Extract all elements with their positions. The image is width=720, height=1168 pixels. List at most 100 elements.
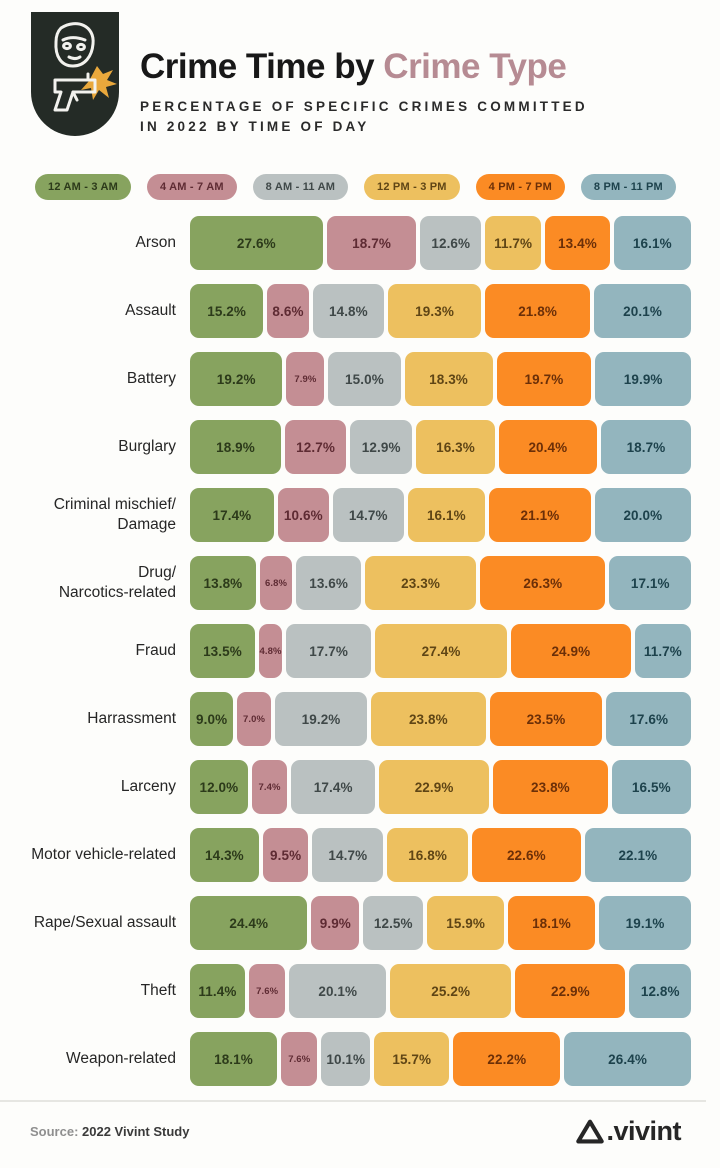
stacked-bar-chart: Arson 27.6% 18.7% 12.6% 11.7% 13.4% 16.1% Ass… [0,216,706,1086]
chart-row: Battery 19.2% 7.9% 15.0% 18.3% 19.7% 19.9% [0,352,706,406]
bar-segment: 16.8% [387,828,468,882]
bar-segment: 13.6% [296,556,362,610]
bar-segment: 22.2% [453,1032,561,1086]
chart-row: Weapon-related 18.1% 7.6% 10.1% 15.7% 22.2% 2… [0,1032,706,1086]
bar-segment: 22.9% [515,964,626,1018]
vivint-wordmark: .vivint [606,1116,681,1146]
bar-segment: 27.6% [190,216,323,270]
bar-segment: 19.7% [496,352,592,406]
bar-segment: 12.8% [629,964,692,1018]
bar-segment: 12.7% [285,420,347,474]
bar-segment: 14.3% [190,828,259,882]
bar-segment: 7.0% [237,692,271,746]
legend-pill: 4 PM - 7 PM [475,174,565,200]
row-bar: 27.6% 18.7% 12.6% 11.7% 13.4% 16.1% [190,216,691,270]
bar-segment: 19.2% [190,352,283,406]
legend-pill: 4 AM - 7 AM [146,174,237,200]
row-label: Rape/Sexual assault [33,913,176,931]
bar-segment: 15.7% [374,1032,450,1086]
bar-segment: 23.5% [489,692,603,746]
chart-row: Arson 27.6% 18.7% 12.6% 11.7% 13.4% 16.1% [0,216,706,270]
source-label: Source: [30,1124,79,1139]
chart-row: Motor vehicle-related 14.3% 9.5% 14.7% 16.8… [0,828,706,882]
bar-segment: 14.7% [332,488,404,542]
chart-row: Assault 15.2% 8.6% 14.8% 19.3% 21.8% 20.1% [0,284,706,338]
bar-segment: 13.8% [190,556,256,610]
bar-segment: 19.3% [388,284,482,338]
chart-row: Larceny 12.0% 7.4% 17.4% 22.9% 23.8% 16.5% [0,760,706,814]
row-bar: 18.1% 7.6% 10.1% 15.7% 22.2% 26.4% [190,1032,691,1086]
bar-segment: 18.1% [507,896,596,950]
row-bar: 17.4% 10.6% 14.7% 16.1% 21.1% 20.0% [190,488,691,542]
chart-row: Burglary 18.9% 12.7% 12.9% 16.3% 20.4% 18.7% [0,420,706,474]
bar-segment: 15.9% [427,896,504,950]
bar-segment: 25.2% [390,964,512,1018]
bar-segment: 23.8% [493,760,608,814]
row-bar: 18.9% 12.7% 12.9% 16.3% 20.4% 18.7% [190,420,691,474]
vivint-house-icon [576,1119,605,1143]
legend-pill: 12 PM - 3 PM [364,174,460,200]
bar-segment: 21.1% [489,488,591,542]
bar-segment: 16.1% [613,216,691,270]
bar-segment: 19.1% [599,896,692,950]
bar-segment: 18.9% [190,420,281,474]
bar-segment: 24.4% [190,896,308,950]
bar-segment: 23.3% [365,556,477,610]
bar-segment: 22.9% [379,760,490,814]
header: Crime Time by Crime Type PERCENTAGE OF S… [0,8,706,158]
bar-segment: 12.9% [350,420,413,474]
bar-segment: 18.7% [326,216,417,270]
row-label: Battery [126,369,176,387]
row-label: Theft [140,981,176,999]
bar-segment: 24.9% [510,624,631,678]
bar-segment: 9.5% [262,828,309,882]
chart-row: Harrassment 9.0% 7.0% 19.2% 23.8% 23.5% 17.6% [0,692,706,746]
bar-segment: 20.1% [594,284,691,338]
bar-segment: 20.0% [594,488,691,542]
bar-segment: 17.4% [190,488,274,542]
bar-segment: 23.8% [371,692,486,746]
row-bar: 24.4% 9.9% 12.5% 15.9% 18.1% 19.1% [190,896,692,950]
vivint-logo: .vivint [575,1116,681,1147]
title-accent: Crime Type [374,47,567,86]
bar-segment: 16.1% [407,488,486,542]
row-label: Assault [125,301,176,319]
bar-segment: 6.8% [259,556,293,610]
bar-segment: 16.3% [416,420,495,474]
bar-segment: 14.7% [312,828,384,882]
bar-segment: 14.8% [312,284,385,338]
bar-segment: 11.4% [190,964,245,1018]
page-title: Crime Time by Crime Type [140,47,700,87]
bar-segment: 7.9% [286,352,325,406]
bar-segment: 7.4% [251,760,288,814]
subtitle-line1: PERCENTAGE OF SPECIFIC CRIMES COMMITTED [140,98,588,114]
row-label: Burglary [118,437,176,455]
chart-row: Rape/Sexual assault 24.4% 9.9% 12.5% 15.9% 1… [0,896,706,950]
bar-segment: 8.6% [267,284,309,338]
row-label: Fraud [135,641,177,659]
row-bar: 19.2% 7.9% 15.0% 18.3% 19.7% 19.9% [190,352,691,406]
bar-segment: 18.3% [404,352,493,406]
bar-segment: 20.4% [498,420,597,474]
bar-segment: 17.4% [291,760,375,814]
row-label: Motor vehicle-related [31,845,176,863]
bar-segment: 13.5% [190,624,255,678]
row-bar: 15.2% 8.6% 14.8% 19.3% 21.8% 20.1% [190,284,691,338]
bar-segment: 13.4% [545,216,610,270]
row-bar: 12.0% 7.4% 17.4% 22.9% 23.8% 16.5% [190,760,691,814]
bar-segment: 4.8% [258,624,283,678]
bar-segment: 17.7% [286,624,372,678]
source-value: 2022 Vivint Study [78,1124,190,1139]
bar-segment: 12.5% [363,896,424,950]
bar-segment: 18.1% [190,1032,277,1086]
burglar-gun-badge-icon [25,10,125,145]
muzzle-flash [81,66,117,100]
bar-segment: 21.8% [485,284,591,338]
bar-segment: 26.3% [480,556,606,610]
bar-segment: 17.6% [606,692,692,746]
footer: Source: 2022 Vivint Study .vivint [0,1100,706,1147]
bar-segment: 10.6% [277,488,329,542]
bar-segment: 16.5% [611,760,691,814]
bar-segment: 15.2% [190,284,264,338]
